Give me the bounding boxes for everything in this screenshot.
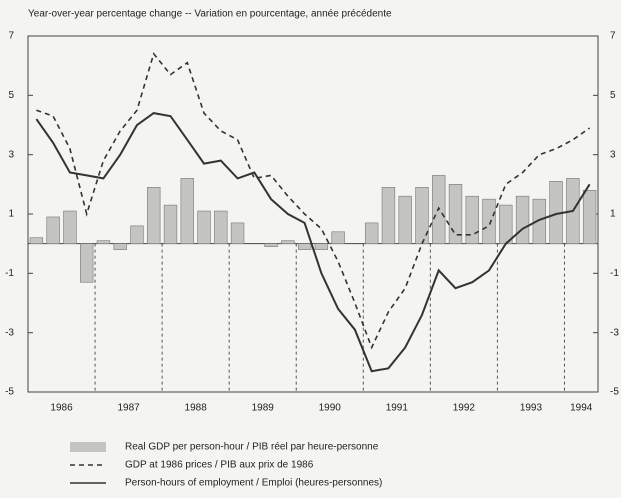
x-tick-label: 1989 — [252, 403, 275, 414]
bar — [163, 204, 178, 244]
bar — [297, 243, 312, 250]
y2-tick-label: 1 — [610, 209, 616, 220]
chart-title: Year-over-year percentage change -- Vari… — [28, 9, 392, 20]
bar — [63, 210, 77, 244]
y-tick-label: 1 — [8, 209, 14, 220]
bar — [314, 243, 329, 250]
bar — [499, 204, 513, 244]
legend-label: GDP at 1986 prices / PIB aux prix de 198… — [125, 460, 314, 471]
bar — [482, 198, 496, 244]
x-tick-label: 1988 — [185, 403, 208, 414]
y2-tick-label: 5 — [610, 90, 616, 101]
y2-tick-label: -5 — [610, 387, 619, 398]
legend-swatch — [70, 442, 106, 452]
bar — [96, 240, 111, 244]
y2-tick-label: -1 — [610, 268, 619, 279]
bar — [29, 237, 44, 244]
y2-tick-label: 3 — [610, 149, 616, 160]
legend-label: Person-hours of employment / Emploi (heu… — [125, 478, 382, 489]
x-tick-label: 1992 — [453, 403, 476, 414]
bar — [197, 210, 211, 244]
x-tick-label: 1993 — [520, 403, 543, 414]
legend-label: Real GDP per person-hour / PIB réel par … — [125, 442, 379, 453]
y-tick-label: 7 — [8, 31, 14, 42]
y-tick-label: 3 — [8, 149, 14, 160]
x-tick-label: 1990 — [319, 403, 342, 414]
bar — [381, 187, 396, 244]
bar — [46, 216, 60, 244]
y-tick-label: -3 — [5, 327, 14, 338]
bar — [398, 195, 412, 244]
bar — [79, 243, 94, 283]
bar — [364, 222, 379, 244]
bar — [180, 178, 194, 244]
y2-tick-label: -3 — [610, 327, 619, 338]
y-tick-label: -5 — [5, 387, 14, 398]
y-tick-label: 5 — [8, 90, 14, 101]
line-series — [36, 52, 591, 350]
bar — [582, 189, 597, 244]
bar — [130, 225, 144, 244]
x-tick-label: 1986 — [50, 403, 73, 414]
x-tick-label: 1987 — [117, 403, 140, 414]
y-tick-label: -1 — [5, 268, 14, 279]
x-tick-label: 1994 — [570, 403, 593, 414]
bar — [214, 210, 228, 244]
bar — [113, 243, 127, 250]
x-tick-label: 1991 — [386, 403, 409, 414]
bar — [147, 187, 161, 244]
bar — [465, 195, 479, 244]
plot-frame — [27, 35, 599, 393]
bar — [515, 195, 530, 244]
bar — [415, 187, 429, 244]
bar — [230, 222, 245, 244]
bar — [281, 240, 295, 244]
bar — [532, 198, 547, 244]
line-series — [35, 112, 591, 373]
bar — [264, 243, 278, 247]
bar — [331, 231, 345, 244]
y2-tick-label: 7 — [610, 31, 616, 42]
